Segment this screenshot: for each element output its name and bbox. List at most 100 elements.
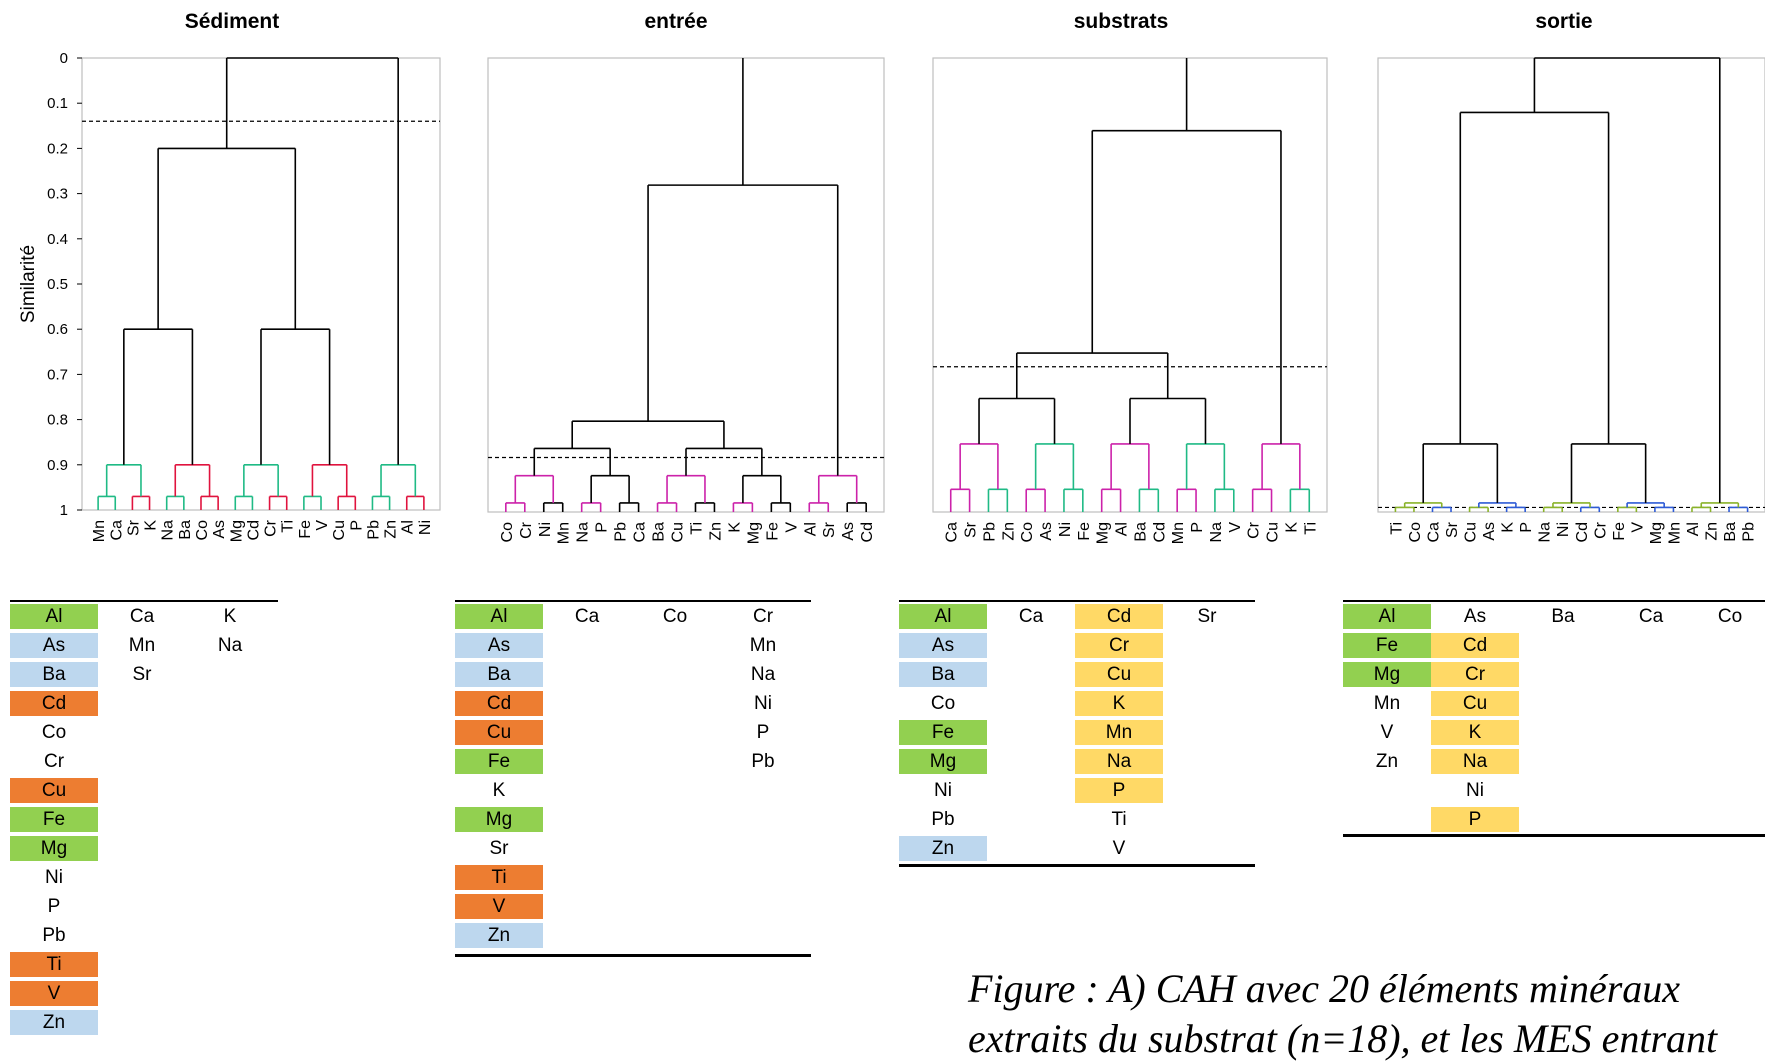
table-cell: Zn [10, 1010, 98, 1035]
y-tick-label: 1 [60, 502, 68, 519]
leaf-label: P [1518, 522, 1535, 533]
dendrogram-panel: Sédiment Mn Ca Sr K Na Ba Co As Mg Cd Cr Ti Fe V Cu P Pb Z… [18, 10, 441, 542]
table-cell: Ba [455, 662, 543, 687]
leaf-label: Cu [331, 520, 348, 540]
leaf-label: Ca [108, 520, 125, 541]
leaf-label: Pb [981, 522, 998, 542]
table-cell: Zn [1375, 751, 1399, 772]
leaf-label: P [594, 522, 611, 533]
table-cell: Pb [931, 809, 955, 830]
leaf-label: Ni [1057, 522, 1074, 537]
table-cell: Cu [10, 778, 98, 803]
panel-title: substrats [1074, 10, 1169, 33]
caption-line-2: extraits du substrat (n=18), et les MES … [968, 1016, 1718, 1061]
leaf-label: V [1629, 522, 1646, 533]
table-cell: K [1075, 691, 1163, 716]
table-cell: Mn [128, 635, 156, 656]
y-axis-label: Similarité [18, 245, 39, 323]
leaf-label: Mn [91, 520, 108, 542]
leaf-label: As [840, 522, 857, 541]
leaf-label: Ti [1388, 522, 1405, 535]
table-cell: Al [10, 604, 98, 629]
table-cell: Mg [10, 836, 98, 861]
leaf-label: Cd [859, 522, 876, 542]
table-cell: Na [217, 635, 243, 656]
table-top-rule [899, 600, 1255, 602]
table-cell: Ti [1111, 809, 1127, 830]
panel-title: sortie [1535, 10, 1592, 33]
leaf-label: Ba [177, 520, 194, 540]
y-tick-label: 0.7 [47, 366, 68, 383]
leaf-label: Mn [556, 522, 573, 544]
table-cell: Zn [899, 836, 987, 861]
leaf-label: K [1500, 522, 1517, 533]
table-cell: As [1463, 606, 1487, 627]
table-cell: Co [41, 722, 67, 743]
table-cell: Ba [899, 662, 987, 687]
leaf-label: Mn [1170, 522, 1187, 544]
table-cell: Fe [10, 807, 98, 832]
leaf-label: Fe [1076, 522, 1093, 541]
leaf-label: Ba [1132, 522, 1149, 542]
table-cell: Ca [1018, 606, 1044, 627]
leaf-label: Na [1208, 522, 1225, 543]
leaf-label: V [314, 520, 331, 531]
leaf-label: Sr [821, 521, 838, 538]
leaf-label: As [1481, 522, 1498, 541]
leaf-label: Na [160, 520, 177, 541]
y-tick-label: 0.5 [47, 276, 68, 293]
table-cell: Cd [1075, 604, 1163, 629]
leaf-label: V [1227, 522, 1244, 533]
table-cell: Ca [574, 606, 600, 627]
table-cell: Ti [10, 952, 98, 977]
dendrogram-panel: sortie Ti Co Ca Sr Cu As K P Na Ni Cd Cr Fe V Mg Mn Al Zn B… [1377, 10, 1765, 544]
table-cell: Co [1717, 606, 1743, 627]
table-cell: Pb [751, 751, 775, 772]
table-cell: Cr [1431, 662, 1519, 687]
y-tick-label: 0.3 [47, 186, 68, 203]
leaf-label: Pb [613, 522, 630, 542]
panel-title: entrée [644, 10, 707, 33]
table-cell: K [223, 606, 237, 627]
table-cell: As [455, 633, 543, 658]
leaf-label: Pb [1741, 522, 1758, 542]
table-cell: Mg [455, 807, 543, 832]
table-cell: Sr [132, 664, 152, 685]
leaf-label: K [1283, 522, 1300, 533]
y-tick-label: 0.1 [47, 95, 68, 112]
caption-line-1: Figure : A) CAH avec 20 éléments minérau… [968, 966, 1681, 1011]
table-cell: Fe [899, 720, 987, 745]
table-cell: Fe [1343, 633, 1431, 658]
leaf-label: Co [1407, 522, 1424, 543]
table-cell: P [47, 896, 61, 917]
y-tick-label: 0.4 [47, 231, 68, 248]
y-tick-label: 0 [60, 50, 68, 67]
leaf-label: Sr [963, 521, 980, 538]
table-top-rule [455, 600, 811, 602]
table-cell: V [10, 981, 98, 1006]
leaf-label: P [348, 520, 365, 531]
leaf-label: Mg [745, 522, 762, 544]
table-cell: Co [930, 693, 956, 714]
leaf-label: As [211, 520, 228, 539]
table-cell: Cd [1431, 633, 1519, 658]
leaf-label: Al [1685, 522, 1702, 536]
table-cell: Al [455, 604, 543, 629]
leaf-label: Na [1537, 522, 1554, 543]
table-cell: Fe [455, 749, 543, 774]
table-cell: Na [750, 664, 776, 685]
table-cell: Cu [455, 720, 543, 745]
table-cell: Al [1343, 604, 1431, 629]
table-cell: Ba [10, 662, 98, 687]
leaf-label: Mg [228, 520, 245, 542]
plot-frame [932, 57, 1328, 513]
table-cell: K [492, 780, 506, 801]
table-cell: Mn [1075, 720, 1163, 745]
leaf-label: K [143, 520, 160, 531]
leaf-label: As [1038, 522, 1055, 541]
leaf-label: Co [194, 520, 211, 541]
leaf-label: Cd [245, 520, 262, 540]
leaf-label: Zn [1000, 522, 1017, 541]
